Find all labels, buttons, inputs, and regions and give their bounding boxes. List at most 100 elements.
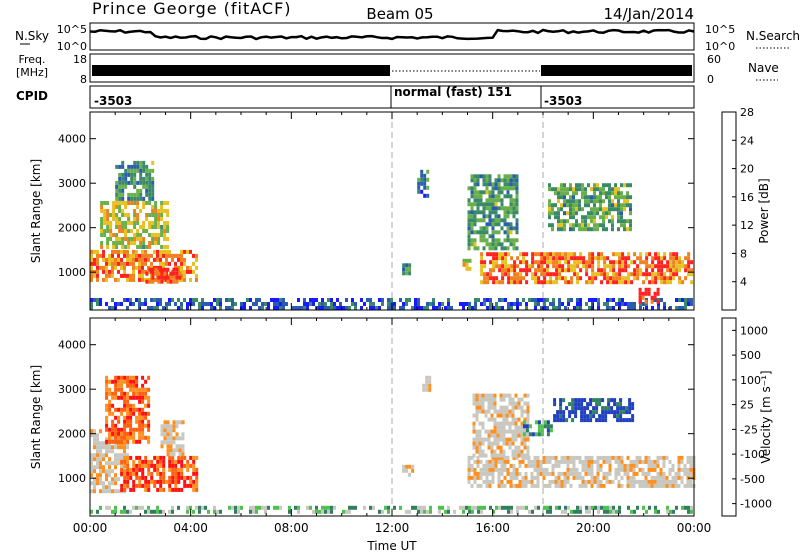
power-cell (177, 257, 180, 262)
power-cell (129, 253, 132, 258)
velocity-cell (687, 509, 690, 514)
power-cell (509, 242, 513, 247)
power-cell (603, 276, 607, 281)
power-cell (441, 302, 444, 306)
velocity-cell (475, 437, 479, 442)
power-cell (213, 298, 216, 302)
power-cell (591, 272, 595, 277)
power-cell (429, 302, 432, 306)
power-cell (558, 260, 562, 265)
velocity-cell (605, 471, 609, 476)
velocity-cell (623, 463, 627, 468)
power-cell (243, 306, 246, 310)
power-cell (124, 180, 128, 185)
velocity-cell (123, 427, 127, 432)
velocity-cell (473, 479, 477, 484)
power-cell (504, 260, 508, 265)
velocity-cell (508, 401, 512, 406)
velocity-cell (680, 455, 684, 460)
power-cell (297, 306, 300, 310)
velocity-cell (500, 467, 504, 472)
velocity-cell (526, 405, 530, 410)
velocity-cell (508, 425, 512, 430)
power-cell (543, 272, 547, 277)
power-cell (154, 217, 158, 221)
power-cell (142, 176, 146, 181)
power-cell (115, 184, 119, 189)
velocity-cell (172, 436, 176, 441)
velocity-cell (189, 463, 193, 468)
power-cell (138, 257, 141, 262)
power-cell (151, 188, 155, 193)
velocity-cell (581, 475, 585, 480)
velocity-cell (653, 479, 657, 484)
velocity-cell (132, 463, 136, 468)
velocity-cell (90, 489, 93, 494)
power-cell (129, 273, 132, 278)
velocity-colorbar-tick-label: -1000 (740, 498, 772, 511)
power-cell (180, 249, 183, 254)
power-cell (130, 164, 134, 169)
velocity-cell (506, 471, 510, 476)
velocity-cell (105, 403, 109, 408)
power-cell (506, 246, 510, 251)
velocity-cell (129, 475, 133, 480)
power-cell (602, 219, 605, 224)
power-cell (512, 202, 516, 207)
velocity-cell (117, 477, 120, 482)
power-cell (590, 187, 593, 192)
velocity-cell (496, 445, 500, 450)
power-cell (438, 306, 441, 310)
power-cell (669, 268, 673, 273)
velocity-cell (423, 505, 426, 510)
velocity-cell (596, 479, 600, 484)
velocity-cell (472, 445, 476, 450)
velocity-cell (536, 463, 540, 468)
velocity-cell (93, 477, 96, 482)
velocity-cell (551, 463, 555, 468)
power-cell (578, 227, 581, 232)
velocity-cell (520, 397, 524, 402)
velocity-cell (494, 455, 498, 460)
power-cell (587, 223, 590, 228)
velocity-cell (147, 487, 151, 492)
velocity-cell (493, 397, 497, 402)
power-cell (476, 202, 480, 207)
power-cell (575, 223, 578, 228)
velocity-cell (596, 455, 600, 460)
velocity-cell (472, 397, 476, 402)
power-cell (618, 252, 622, 257)
velocity-cell (428, 387, 432, 392)
power-cell (138, 273, 141, 278)
power-cell (561, 256, 565, 261)
power-cell (633, 268, 637, 273)
velocity-cell (120, 375, 124, 380)
velocity-cell (189, 505, 192, 510)
power-cell (531, 276, 535, 281)
power-cell (118, 225, 122, 229)
power-cell (624, 302, 627, 306)
power-cell (342, 306, 345, 310)
velocity-cell (566, 471, 570, 476)
velocity-cell (475, 401, 479, 406)
power-cell (309, 302, 312, 306)
power-cell (509, 238, 513, 243)
power-cell (617, 195, 620, 200)
velocity-cell (490, 441, 494, 446)
velocity-cell (99, 461, 102, 466)
power-cell (497, 214, 501, 219)
power-cell (133, 172, 137, 177)
power-cell (142, 229, 146, 233)
power-cell (150, 261, 153, 266)
velocity-cell (117, 461, 120, 466)
velocity-cell (595, 406, 599, 411)
velocity-cell (512, 467, 516, 472)
power-cell (405, 302, 408, 306)
velocity-cell (680, 459, 684, 464)
velocity-cell (689, 483, 693, 488)
power-cell (145, 217, 149, 221)
power-cell (121, 172, 125, 177)
velocity-cell (135, 467, 139, 472)
power-cell (540, 252, 544, 257)
power-cell (102, 269, 105, 274)
